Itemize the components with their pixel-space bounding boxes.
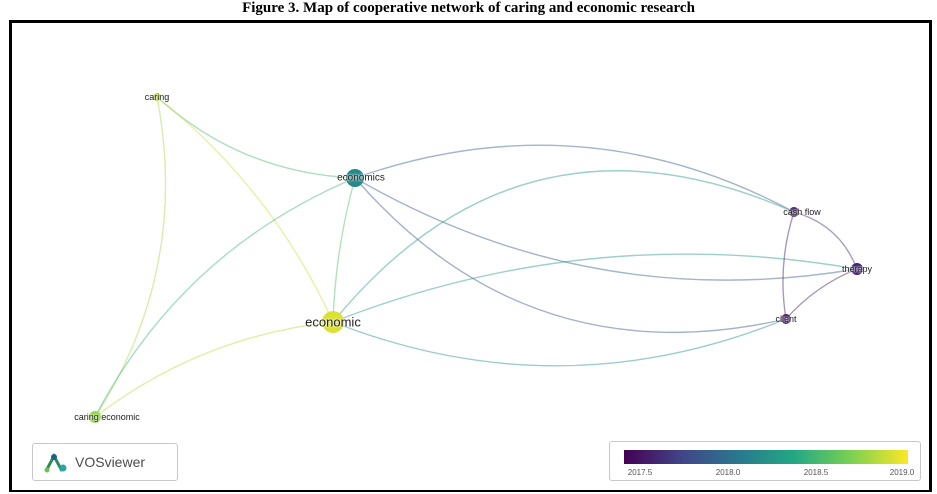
node-label-economics[interactable]: economics (337, 172, 385, 184)
network-link (793, 211, 858, 270)
legend-tick: 2017.5 (627, 468, 653, 477)
legend-tick: 2018.0 (715, 468, 741, 477)
node-label-client[interactable]: client (775, 314, 797, 324)
node-client[interactable] (781, 314, 791, 324)
node-label-caring-economic[interactable]: caring economic (74, 412, 140, 422)
legend-tick: 2019.0 (889, 468, 915, 477)
color-scale-bar (624, 450, 908, 464)
network-link (94, 96, 167, 418)
node-caring[interactable] (153, 93, 161, 101)
node-label-cash-flow[interactable]: cash flow (783, 207, 821, 217)
network-link (354, 177, 787, 334)
network-link (94, 321, 334, 418)
vosviewer-logo[interactable]: VOSviewer (32, 443, 178, 481)
network-canvas[interactable] (12, 23, 929, 490)
node-cash-flow[interactable] (789, 207, 799, 217)
network-link (332, 318, 787, 367)
node-economic[interactable] (322, 311, 344, 333)
node-label-caring[interactable]: caring (144, 92, 170, 102)
legend-tick: 2018.5 (803, 468, 829, 477)
network-map[interactable]: caring economics cash flow therapy client eco… (9, 20, 932, 492)
network-link (785, 268, 858, 320)
node-caring-economic[interactable] (89, 411, 101, 423)
network-link (94, 177, 356, 418)
network-link (332, 177, 356, 323)
network-link (332, 253, 858, 323)
vosviewer-logo-text: VOSviewer (75, 454, 146, 470)
network-link (156, 96, 356, 179)
figure-caption: Figure 3. Map of cooperative network of … (242, 0, 695, 16)
vosviewer-logo-icon (44, 452, 67, 473)
node-label-therapy[interactable]: therapy (841, 264, 873, 274)
network-link (332, 170, 795, 323)
node-label-economic[interactable]: economic (305, 314, 361, 330)
network-link (782, 211, 795, 320)
network-link (156, 96, 334, 323)
node-economics[interactable] (346, 169, 364, 187)
node-therapy[interactable] (851, 263, 863, 275)
network-link (354, 144, 795, 213)
color-scale-legend: 2017.5 2018.0 2018.5 2019.0 (609, 441, 921, 481)
network-link (354, 177, 858, 281)
